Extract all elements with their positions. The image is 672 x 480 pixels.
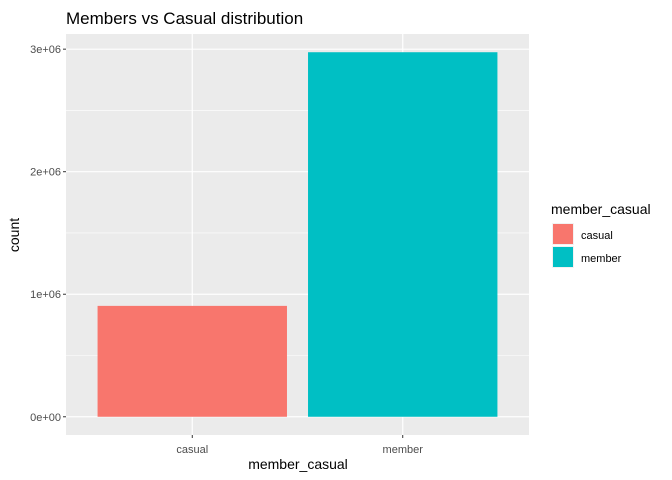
- legend-items: casual member: [552, 223, 622, 268]
- y-tick-label: 1e+06: [30, 289, 61, 301]
- x-axis: casual member: [176, 435, 423, 456]
- legend-label-casual: casual: [581, 230, 613, 242]
- x-tick-label: casual: [176, 444, 208, 456]
- x-tick-label: member: [383, 444, 424, 456]
- bar-member: [308, 52, 498, 417]
- y-tick-label: 3e+06: [30, 44, 61, 56]
- legend-title: member_casual: [551, 201, 651, 217]
- chart-title: Members vs Casual distribution: [66, 9, 303, 28]
- legend: member_casual casual member: [551, 201, 651, 268]
- y-axis-title: count: [6, 218, 22, 252]
- bar-casual: [97, 305, 287, 417]
- y-axis: 0e+00 1e+06 2e+06 3e+06: [30, 44, 66, 424]
- legend-swatch-member: [553, 247, 573, 267]
- y-tick-label: 2e+06: [30, 167, 61, 179]
- bars: [97, 52, 498, 417]
- legend-swatch-casual: [553, 224, 573, 244]
- x-axis-title: member_casual: [248, 456, 348, 472]
- y-tick-label: 0e+00: [30, 412, 61, 424]
- legend-label-member: member: [581, 253, 622, 265]
